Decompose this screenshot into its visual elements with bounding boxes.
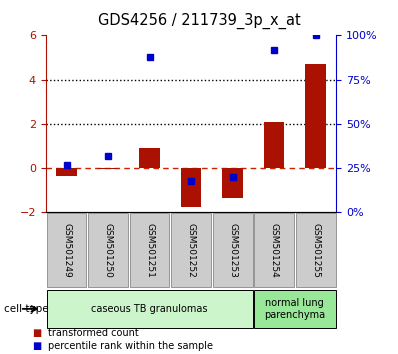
Text: GSM501249: GSM501249: [62, 223, 71, 278]
Bar: [56, 168, 77, 176]
Text: GSM501255: GSM501255: [311, 223, 320, 278]
Text: GSM501253: GSM501253: [228, 223, 237, 278]
Text: ■: ■: [32, 328, 41, 338]
Text: GDS4256 / 211739_3p_x_at: GDS4256 / 211739_3p_x_at: [98, 12, 300, 29]
Bar: [222, 168, 243, 198]
Text: transformed count: transformed count: [48, 328, 139, 338]
Bar: [98, 168, 119, 169]
Text: GSM501250: GSM501250: [103, 223, 113, 278]
Bar: [139, 148, 160, 168]
Text: GSM501251: GSM501251: [145, 223, 154, 278]
Text: GSM501252: GSM501252: [187, 223, 195, 278]
Bar: [181, 168, 201, 207]
Text: normal lung
parenchyma: normal lung parenchyma: [264, 298, 326, 320]
Text: percentile rank within the sample: percentile rank within the sample: [48, 341, 213, 351]
Text: ■: ■: [32, 341, 41, 351]
Bar: [264, 122, 285, 168]
Bar: [305, 64, 326, 168]
Text: GSM501254: GSM501254: [269, 223, 279, 278]
Text: cell type: cell type: [4, 304, 49, 314]
Text: caseous TB granulomas: caseous TB granulomas: [91, 304, 208, 314]
